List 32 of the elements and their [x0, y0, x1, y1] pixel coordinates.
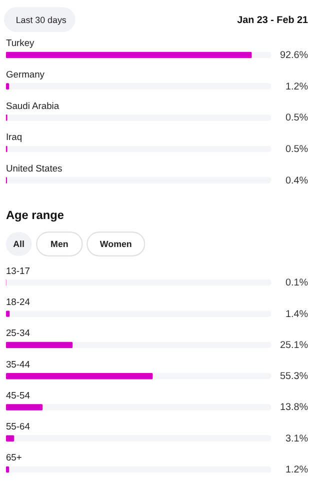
bar [6, 404, 43, 410]
data-label: 1.2% [285, 464, 308, 476]
category-label: Turkey [6, 37, 34, 48]
data-label: 1.2% [285, 81, 308, 92]
data-label: 0.4% [285, 175, 308, 186]
category-label: United States [6, 162, 62, 174]
chart-title: Age range [6, 208, 64, 222]
category-label: 13-17 [6, 264, 30, 276]
category-label: 55-64 [6, 420, 30, 432]
data-label: 55.3% [280, 371, 308, 382]
category-label: 35-44 [6, 358, 30, 370]
data-label: 0.5% [285, 112, 308, 124]
text: Women [100, 238, 132, 249]
category-label: Iraq [6, 131, 22, 142]
text: Men [50, 238, 68, 249]
data-label: 25.1% [280, 340, 308, 351]
text: Jan 23 - Feb 21 [237, 15, 309, 26]
data-label: 0.1% [285, 278, 308, 289]
category-label: 18-24 [6, 296, 30, 307]
data-label: 92.6% [280, 50, 308, 61]
category-label: Germany [6, 68, 45, 80]
category-label: 25-34 [6, 327, 30, 338]
data-label: 1.4% [285, 308, 308, 320]
data-label: 0.5% [285, 144, 308, 155]
data-label: 13.8% [280, 402, 308, 414]
text: All [13, 238, 25, 249]
bar [6, 435, 14, 442]
category-label: Saudi Arabia [6, 100, 60, 111]
text: Last 30 days [16, 15, 67, 26]
category-label: 45-54 [6, 389, 30, 400]
category-label: 65+ [6, 452, 22, 463]
data-label: 3.1% [285, 433, 308, 444]
